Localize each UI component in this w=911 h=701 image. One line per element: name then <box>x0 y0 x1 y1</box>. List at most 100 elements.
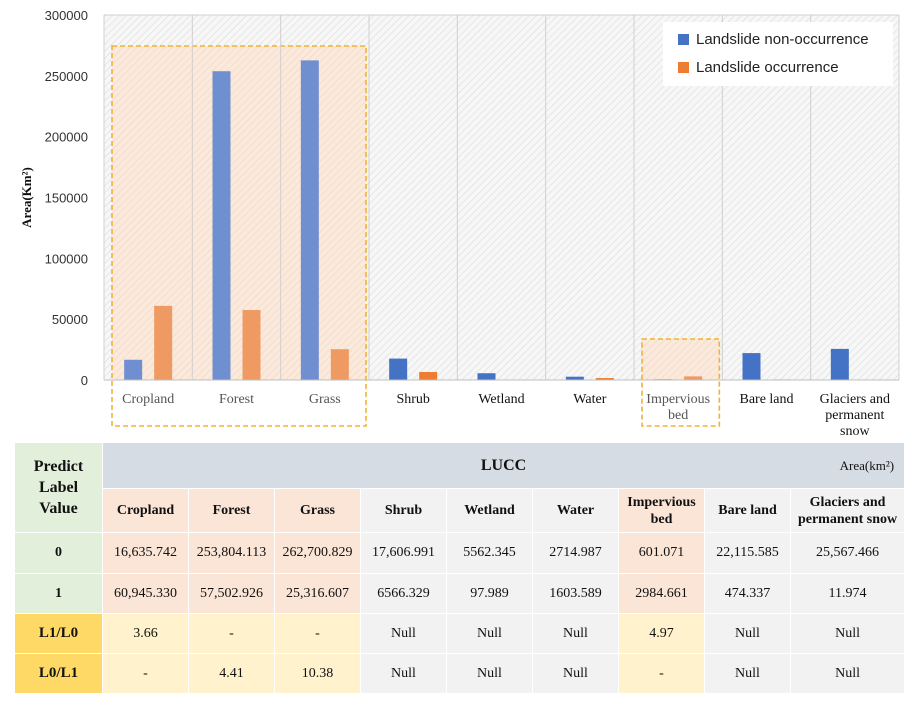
table-unit: Area(km²) <box>839 458 895 473</box>
row-label: L1/L0 <box>14 613 103 654</box>
y-tick-label: 0 <box>81 373 88 388</box>
bar-non-occurrence-wetland <box>477 373 496 380</box>
bar-occurrence-water <box>595 378 614 380</box>
column-header: Forest <box>188 488 275 533</box>
table-cell: Null <box>446 613 533 654</box>
bar-occurrence-impervious-bed <box>684 376 703 380</box>
highlight-fill <box>642 339 720 380</box>
x-tick-label: Cropland <box>122 392 174 407</box>
column-header: Glaciers and permanent snow <box>789 488 906 533</box>
table-cell: Null <box>789 653 906 694</box>
table-cell: Null <box>704 653 791 694</box>
y-tick-label: 150000 <box>45 191 88 206</box>
table-cell: - <box>274 613 361 654</box>
column-header: Water <box>532 488 619 533</box>
y-tick-label: 200000 <box>45 130 88 145</box>
bar-non-occurrence-forest <box>212 71 231 381</box>
table-cell: Null <box>789 613 906 654</box>
x-tick-label: Impervious <box>646 392 710 407</box>
table-cell: 253,804.113 <box>188 532 275 574</box>
highlight-box <box>641 338 721 427</box>
legend-swatch <box>678 62 689 73</box>
y-tick-label: 250000 <box>45 69 88 84</box>
table-column-row: Cropland Forest Grass Shrub Wetland Water Impe… <box>15 488 906 533</box>
x-tick-label: Water <box>573 392 606 407</box>
table-cell: 6566.329 <box>360 573 447 614</box>
table-cell: - <box>102 653 189 694</box>
column-header: Cropland <box>102 488 189 533</box>
table-cell: 4.97 <box>618 613 705 654</box>
table-row: L1/L0 3.66- - Null Null Null 4.97 Null Null <box>14 613 906 654</box>
table-cell: Null <box>360 613 447 654</box>
x-tick-label: snow <box>840 424 870 439</box>
table-cell: - <box>188 613 275 654</box>
row-label: 1 <box>14 573 103 614</box>
x-tick-label: Grass <box>309 392 341 407</box>
table-cell: Null <box>532 653 619 694</box>
row-label: 0 <box>14 532 103 574</box>
table-cell: 5562.345 <box>446 532 533 574</box>
legend-box <box>663 22 893 86</box>
table-row: 0 16,635.742 253,804.113 262,700.829 17,606.… <box>14 532 906 574</box>
highlight-box <box>111 45 367 427</box>
table-cell: 4.41 <box>188 653 275 694</box>
table-cell: 262,700.829 <box>274 532 361 574</box>
table-title: LUCC <box>480 456 527 474</box>
table-cell: 97.989 <box>446 573 533 614</box>
x-tick-label: Bare land <box>739 392 793 407</box>
table-corner-label: Predict Label Value <box>14 442 103 533</box>
column-header: Impervious bed <box>618 488 705 533</box>
table-cell: 17,606.991 <box>360 532 447 574</box>
bar-non-occurrence-cropland <box>124 359 143 380</box>
x-tick-label: bed <box>668 408 688 423</box>
x-tick-label: Shrub <box>396 392 429 407</box>
column-header: Bare land <box>704 488 791 533</box>
table-cell: Null <box>360 653 447 694</box>
table-cell: 57,502.926 <box>188 573 275 614</box>
x-tick-label: permanent <box>825 408 884 423</box>
table-header-row: Predict Label Value LUCC Area(km²) <box>14 442 906 533</box>
legend-swatch <box>678 34 689 45</box>
table-cell: 1603.589 <box>532 573 619 614</box>
bar-occurrence-cropland <box>154 305 173 380</box>
table-cell: Null <box>704 613 791 654</box>
table-cell: 474.337 <box>704 573 791 614</box>
y-tick-label: 100000 <box>45 251 88 266</box>
table-cell: - <box>618 653 705 694</box>
column-header: Wetland <box>446 488 533 533</box>
table-cell: 3.66 <box>102 613 189 654</box>
bar-non-occurrence-shrub <box>389 358 408 380</box>
landslide-area-chart: 0 50000 100000 150000 200000 250000 300000 Area… <box>19 8 900 439</box>
row-label: L0/L1 <box>14 653 103 694</box>
bar-occurrence-shrub <box>419 372 438 380</box>
bar-occurrence-grass <box>330 349 349 380</box>
table-cell: 2714.987 <box>532 532 619 574</box>
legend-label: Landslide non-occurrence <box>696 31 869 48</box>
y-axis-title: Area(Km²) <box>19 167 34 228</box>
table-header: LUCC Area(km²) <box>101 442 906 489</box>
table-cell: 2984.661 <box>618 573 705 614</box>
table-cell: Null <box>532 613 619 654</box>
table-row: L0/L1-4.41 10.38 Null Null Null - Null Null <box>14 653 906 694</box>
highlight-fill <box>112 46 366 380</box>
bar-non-occurrence-water <box>565 376 584 380</box>
y-tick-label: 300000 <box>45 8 88 23</box>
bar-occurrence-forest <box>242 310 261 380</box>
lucc-area-table: Predict Label Value LUCC Area(km²) Cropland Fo… <box>14 442 906 694</box>
table-cell: 60,945.330 <box>102 573 189 614</box>
bar-non-occurrence-glaciers-and-permanent-snow <box>830 348 849 380</box>
chart-legend: Landslide non-occurrence Landslide occurr… <box>663 22 893 86</box>
column-header: Shrub <box>360 488 447 533</box>
x-tick-label: Glaciers and <box>820 392 890 407</box>
table-cell: 22,115.585 <box>704 532 791 574</box>
table-cell: 10.38 <box>274 653 361 694</box>
bar-non-occurrence-bare-land <box>742 353 761 380</box>
table-cell: 11.974 <box>789 573 906 614</box>
column-header: Grass <box>274 488 361 533</box>
table-cell: 25,316.607 <box>274 573 361 614</box>
table-cell: 16,635.742 <box>102 532 189 574</box>
table-cell: 25,567.466 <box>789 532 906 574</box>
table-cell: 601.071 <box>618 532 705 574</box>
table-cell: Null <box>446 653 533 694</box>
x-tick-label: Forest <box>219 392 254 407</box>
